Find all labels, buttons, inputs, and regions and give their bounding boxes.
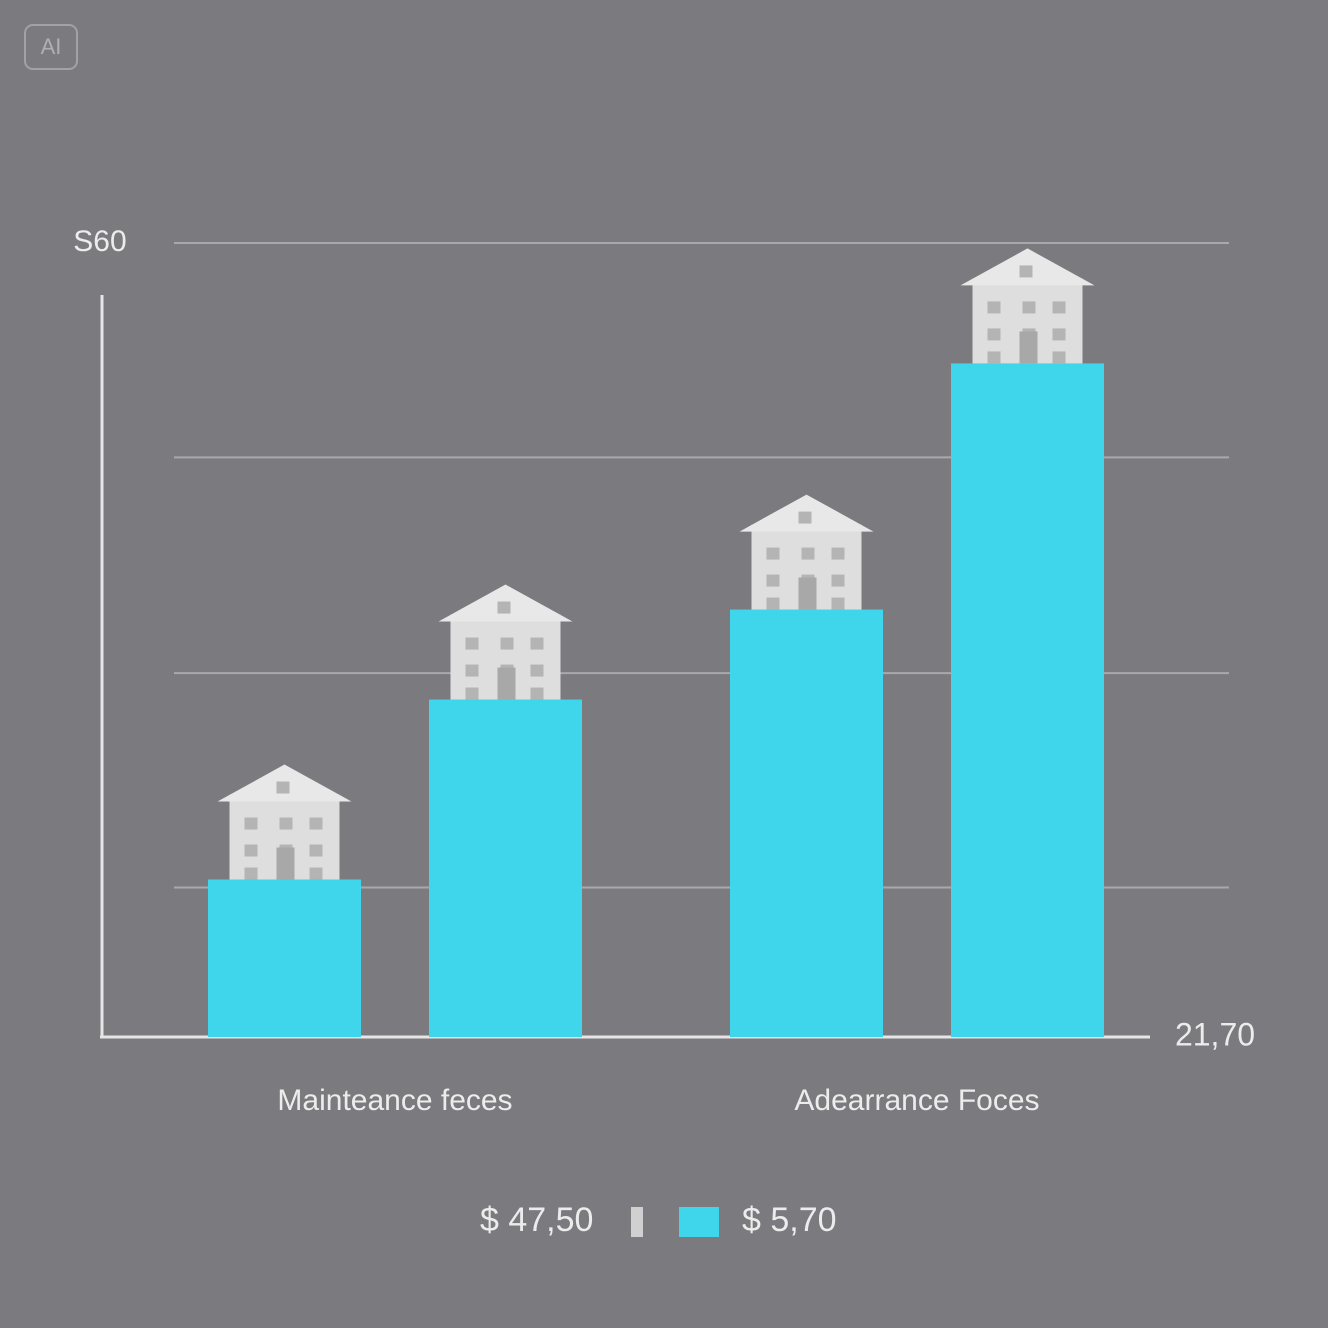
bar bbox=[208, 879, 361, 1037]
house-window bbox=[309, 817, 323, 830]
bar bbox=[730, 609, 883, 1037]
house-window bbox=[465, 637, 479, 650]
house-window bbox=[497, 601, 511, 614]
house-window bbox=[279, 817, 293, 830]
badge-frame bbox=[24, 24, 78, 70]
house-window bbox=[831, 597, 845, 610]
x-tick-label: Adearrance Foces bbox=[794, 1084, 1039, 1117]
house-icon bbox=[739, 494, 874, 610]
house-window bbox=[987, 328, 1001, 341]
house-icon bbox=[960, 248, 1095, 364]
legend-swatch bbox=[631, 1207, 643, 1237]
house-window bbox=[465, 687, 479, 700]
house-window bbox=[1052, 301, 1066, 314]
house-window bbox=[465, 664, 479, 677]
bar bbox=[429, 699, 582, 1037]
house-window bbox=[1052, 328, 1066, 341]
house-door bbox=[1019, 331, 1038, 364]
bar bbox=[951, 363, 1104, 1037]
house-window bbox=[276, 781, 290, 794]
legend-label: $ 47,50 bbox=[480, 1201, 593, 1239]
house-window bbox=[831, 574, 845, 587]
house-window bbox=[309, 867, 323, 880]
house-window bbox=[500, 637, 514, 650]
house-window bbox=[766, 574, 780, 587]
house-door bbox=[276, 847, 295, 880]
house-door bbox=[497, 667, 516, 700]
house-window bbox=[987, 301, 1001, 314]
house-window bbox=[766, 547, 780, 560]
x-tick-label: Mainteance feces bbox=[277, 1084, 512, 1117]
house-window bbox=[1019, 265, 1033, 278]
legend-label: $ 5,70 bbox=[742, 1201, 837, 1239]
house-window bbox=[244, 867, 258, 880]
house-window bbox=[530, 664, 544, 677]
house-door bbox=[798, 577, 817, 610]
house-window bbox=[1022, 301, 1036, 314]
legend-swatch bbox=[679, 1207, 719, 1237]
badge: AI bbox=[41, 34, 62, 59]
annotation: 21,70 bbox=[1175, 1016, 1255, 1052]
house-window bbox=[831, 547, 845, 560]
house-window bbox=[801, 547, 815, 560]
house-window bbox=[244, 844, 258, 857]
house-window bbox=[766, 597, 780, 610]
house-icon bbox=[217, 764, 352, 880]
house-window bbox=[530, 687, 544, 700]
house-window bbox=[1052, 351, 1066, 364]
house-window bbox=[530, 637, 544, 650]
house-window bbox=[987, 351, 1001, 364]
house-window bbox=[798, 511, 812, 524]
house-window bbox=[309, 844, 323, 857]
house-icon bbox=[438, 584, 573, 700]
house-window bbox=[244, 817, 258, 830]
y-tick-label: S60 bbox=[73, 225, 126, 258]
